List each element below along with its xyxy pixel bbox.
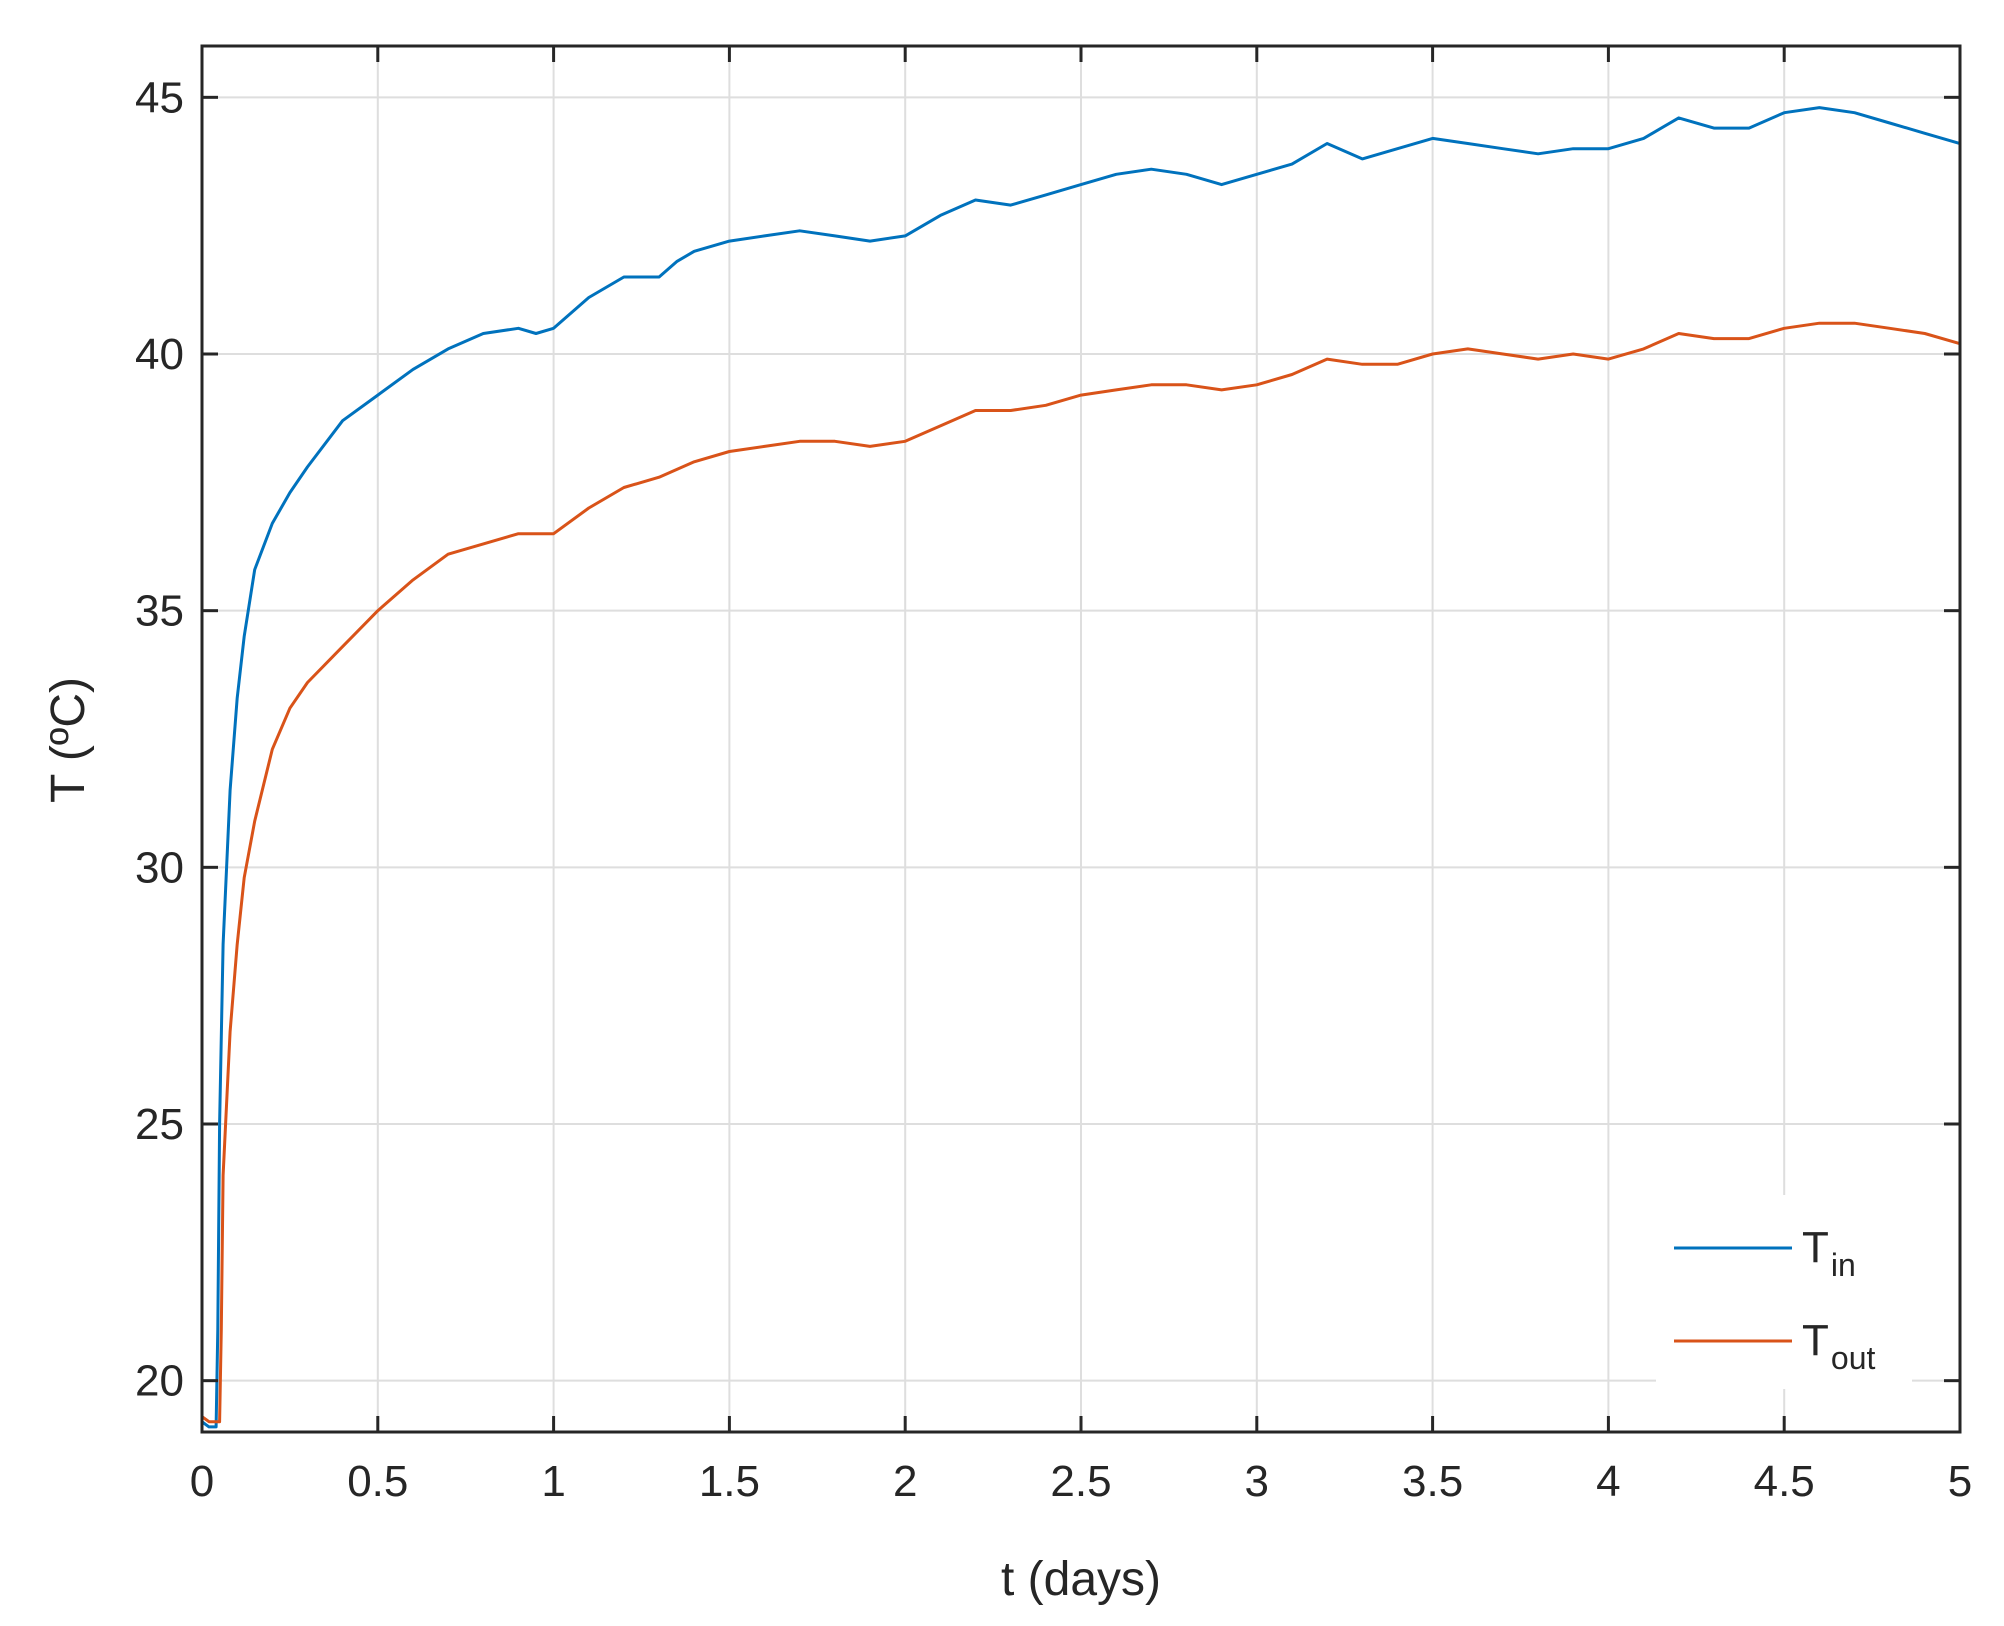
x-tick-label: 1.5 [699,1457,760,1506]
legend-label-tin-main: T [1802,1223,1829,1272]
x-tick-label: 3.5 [1402,1457,1463,1506]
y-tick-label: 30 [135,843,184,892]
y-tick-label: 45 [135,73,184,122]
y-tick-label: 40 [135,330,184,379]
y-tick-label: 25 [135,1100,184,1149]
y-tick-labels: 20 25 30 35 40 45 [135,73,184,1405]
series-line-tout [202,321,1960,1424]
legend-label-tout: Tout [1802,1316,1875,1376]
y-tick-label: 20 [135,1357,184,1406]
legend: Tin Tout [1656,1195,1912,1389]
x-tick-label: 1 [541,1457,565,1506]
x-tick-labels: 0 0.5 1 1.5 2 2.5 3 3.5 4 4.5 5 [190,1457,1972,1506]
x-tick-label: 2 [893,1457,917,1506]
x-tick-label: 0 [190,1457,214,1506]
x-tick-label: 2.5 [1050,1457,1111,1506]
series-layer [202,106,1960,1429]
legend-box [1656,1195,1912,1389]
ticks [200,46,1962,1432]
x-tick-label: 3 [1245,1457,1269,1506]
legend-label-tin: Tin [1802,1223,1856,1283]
series-line-tin [202,106,1960,1429]
x-tick-label: 5 [1948,1457,1972,1506]
x-tick-label: 4 [1596,1457,1620,1506]
x-tick-label: 0.5 [347,1457,408,1506]
y-axis-label: T (ºC) [42,677,95,803]
legend-label-tout-main: T [1802,1316,1829,1365]
legend-label-tout-sub: out [1831,1340,1876,1376]
legend-label-tin-sub: in [1831,1247,1856,1283]
x-axis-label: t (days) [1001,1553,1161,1606]
x-tick-label: 4.5 [1754,1457,1815,1506]
y-tick-label: 35 [135,587,184,636]
